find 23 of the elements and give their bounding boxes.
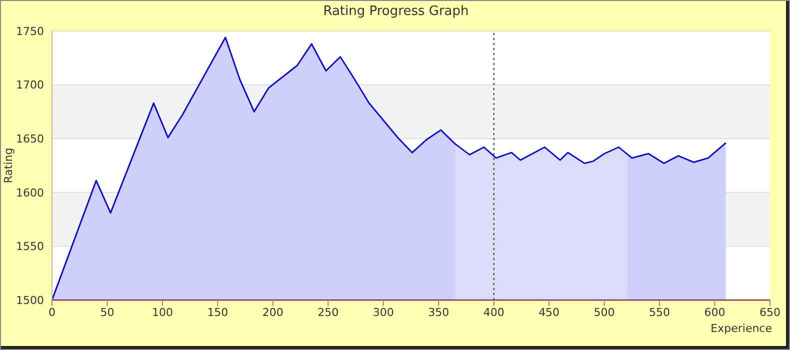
x-tick-label: 200: [262, 306, 284, 319]
chart-title: Rating Progress Graph: [322, 4, 470, 19]
x-tick-label: 450: [538, 306, 560, 319]
x-axis-title: Experience: [710, 322, 772, 335]
y-tick-label: 1500: [16, 294, 44, 307]
x-tick-label: 50: [100, 306, 114, 319]
x-tick-label: 300: [372, 306, 394, 319]
y-tick-label: 1550: [16, 240, 44, 254]
x-tick-label: 100: [152, 306, 173, 319]
y-axis-title: Rating: [2, 148, 15, 184]
x-tick-label: 550: [649, 306, 670, 319]
x-tick-label: 150: [207, 306, 228, 319]
x-tick-label: 400: [483, 306, 504, 319]
x-tick-label: 500: [594, 306, 615, 319]
x-tick-label: 0: [48, 306, 56, 319]
x-tick-label: 350: [428, 306, 450, 319]
y-tick-label: 1650: [16, 132, 44, 146]
y-tick-label: 1700: [16, 78, 44, 92]
y-tick-label: 1600: [16, 186, 44, 200]
y-tick-label: 1750: [16, 24, 44, 38]
x-tick-label: 250: [318, 306, 339, 319]
x-tick-label: 650: [760, 306, 780, 319]
x-tick-label: 600: [704, 306, 726, 319]
